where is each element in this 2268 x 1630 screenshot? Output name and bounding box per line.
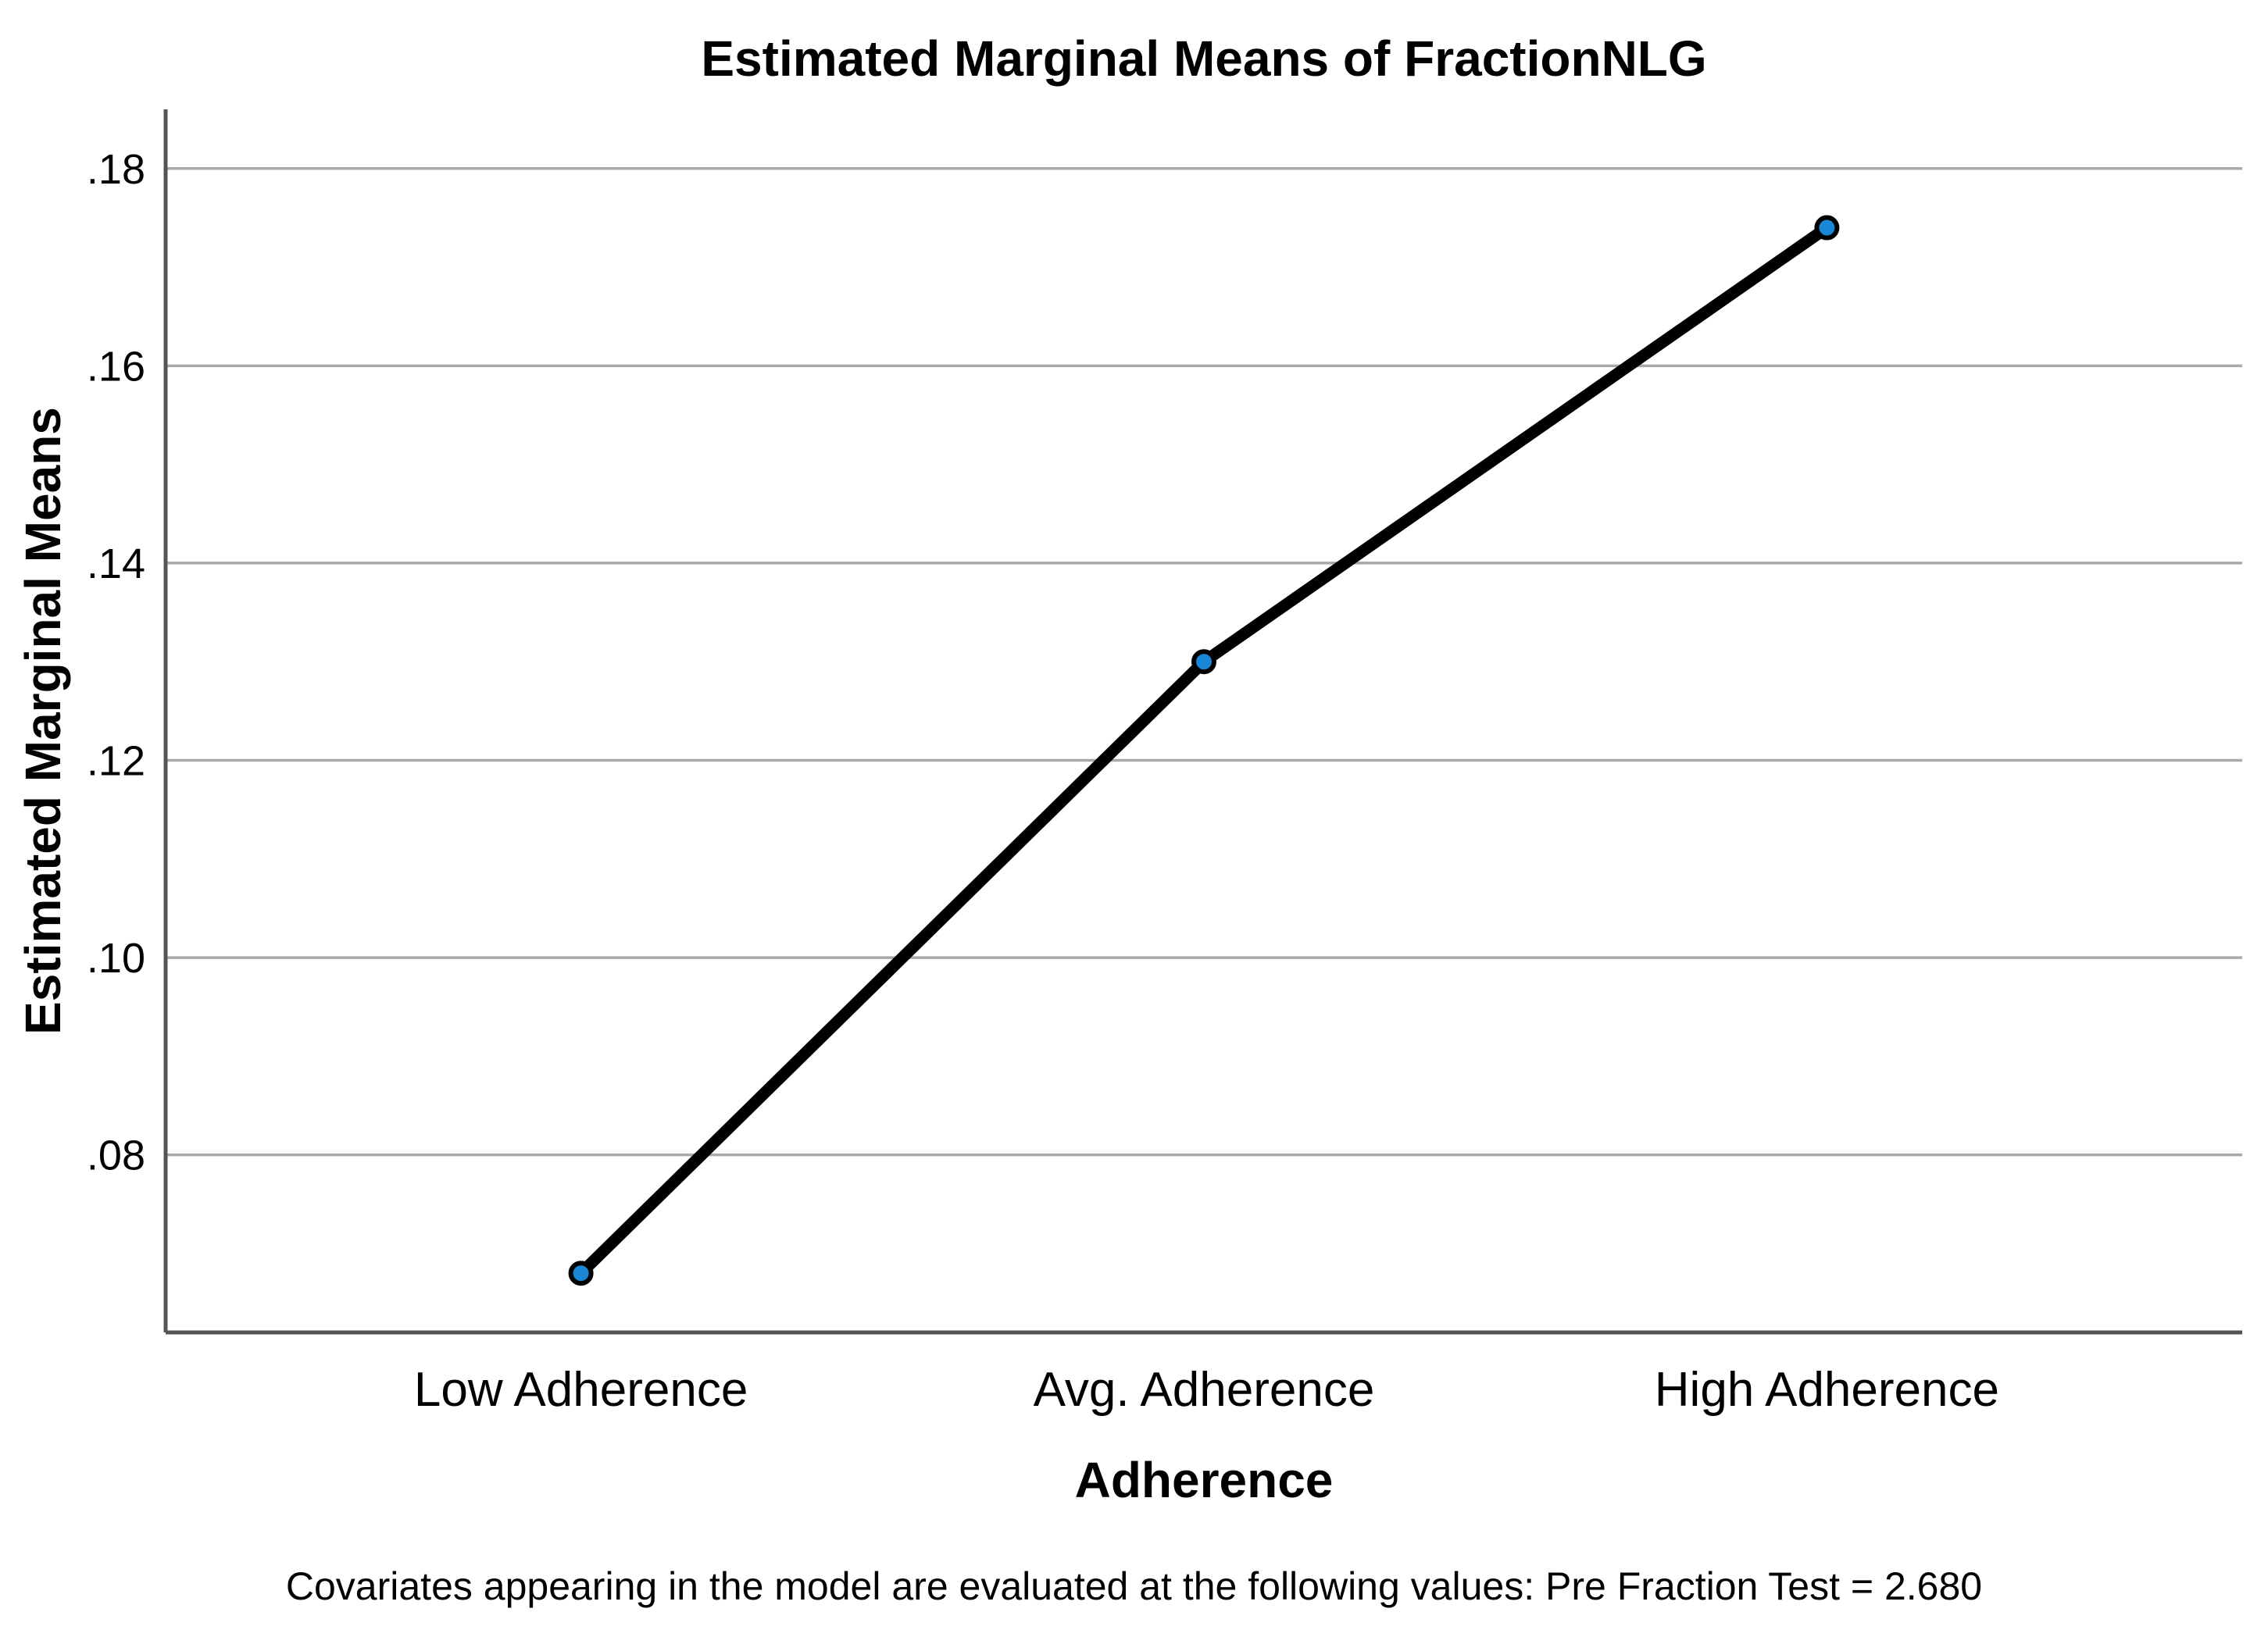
y-tick-label: .08 (87, 1132, 145, 1179)
data-point-marker (568, 1261, 594, 1286)
y-tick-label: .14 (87, 540, 145, 587)
x-tick-label: Low Adherence (414, 1363, 748, 1417)
x-tick-label: Avg. Adherence (1034, 1363, 1375, 1417)
y-tick-label: .12 (87, 738, 145, 785)
chart-title: Estimated Marginal Means of FractionNLG (701, 30, 1707, 87)
x-axis-title: Adherence (1074, 1452, 1334, 1508)
series-line (575, 222, 1833, 1279)
x-tick-label: High Adherence (1655, 1363, 1999, 1417)
y-tick-label: .18 (87, 146, 145, 193)
covariates-footnote: Covariates appearing in the model are ev… (285, 1564, 1983, 1608)
y-tick-label: .10 (87, 935, 145, 982)
data-point-marker (1814, 215, 1840, 241)
data-point-marker (1191, 649, 1216, 675)
y-tick-label: .16 (87, 343, 145, 390)
